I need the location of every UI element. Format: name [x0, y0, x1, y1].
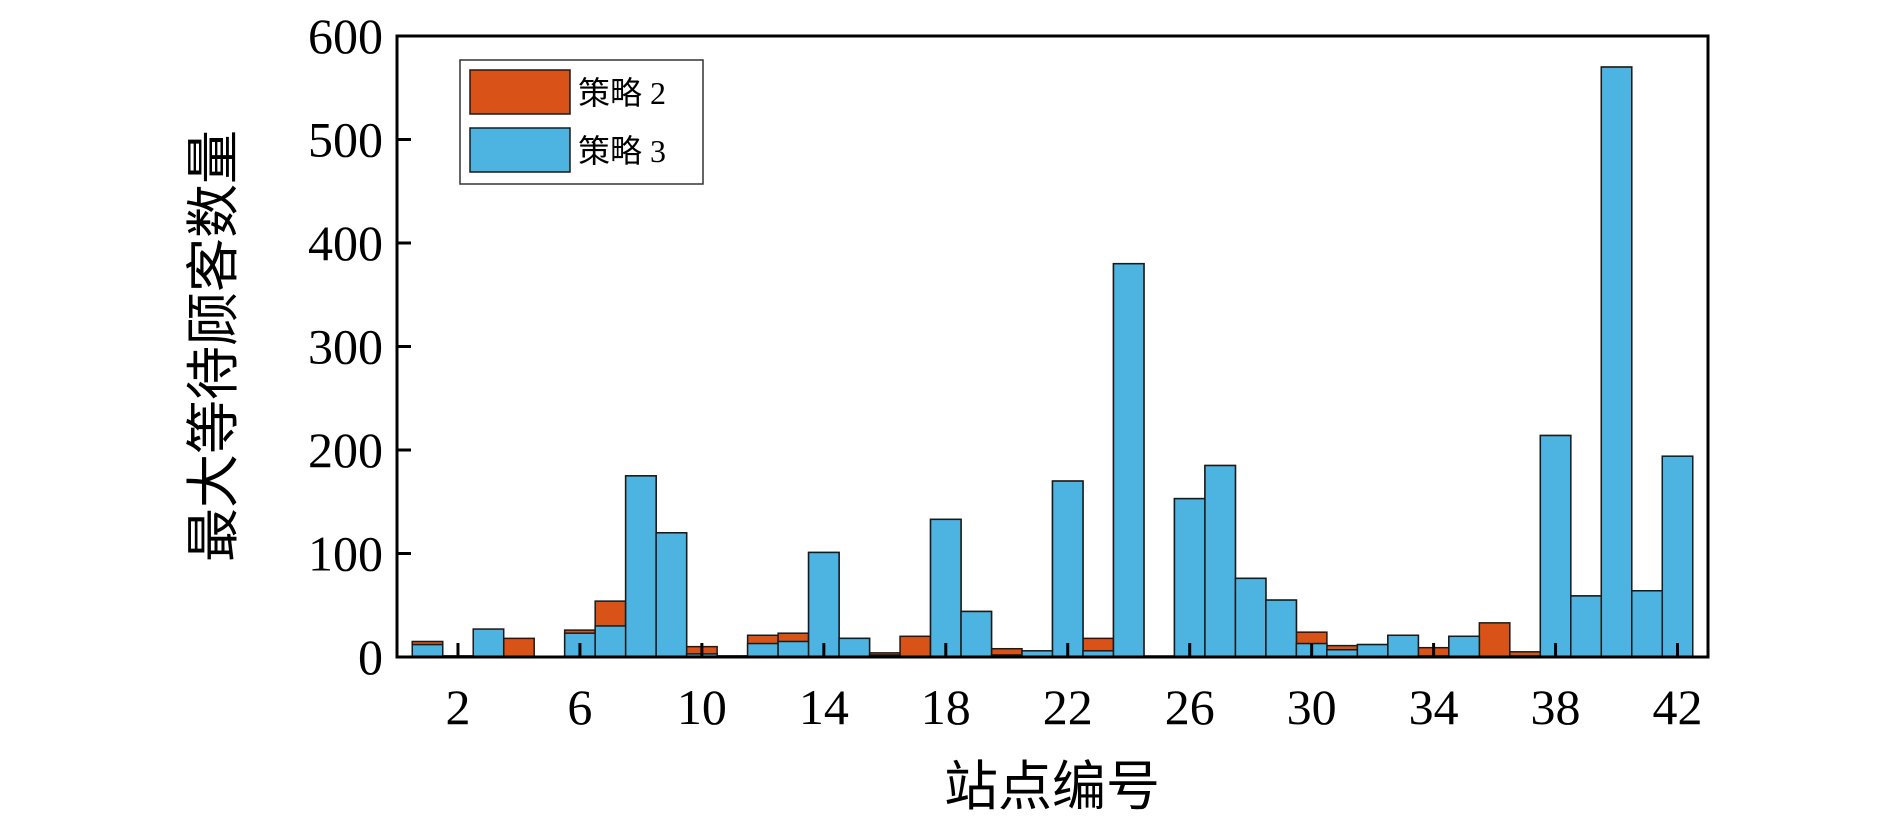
bars-layer: [411, 66, 1694, 658]
x-tick-label: 18: [921, 679, 971, 735]
bar-series3-station-27: [1204, 464, 1237, 658]
x-tick-label: 38: [1531, 679, 1581, 735]
x-tick-label: 30: [1287, 679, 1337, 735]
bar-series3-station-3: [472, 628, 505, 658]
bar-series3-station-42: [1661, 455, 1694, 658]
legend-label: 策略 3: [578, 133, 666, 169]
y-tick-label: 200: [308, 422, 383, 478]
x-tick-label: 34: [1409, 679, 1459, 735]
x-tick-label: 6: [567, 679, 592, 735]
y-tick-label: 300: [308, 319, 383, 375]
bar-series3-station-19: [960, 610, 993, 658]
x-tick-label: 42: [1653, 679, 1703, 735]
bar-series3-station-38: [1539, 434, 1572, 658]
y-tick-label: 0: [358, 629, 383, 685]
legend-swatch: [469, 69, 571, 115]
x-tick-label: 2: [445, 679, 470, 735]
bar-series3-station-1: [411, 643, 444, 658]
x-axis-label: 站点编号: [944, 757, 1160, 817]
bar-series3-station-18: [929, 518, 962, 658]
bar-series3-station-32: [1356, 643, 1389, 658]
x-tick-label: 10: [677, 679, 727, 735]
bar-series2-station-4: [502, 637, 535, 658]
bar-series3-station-22: [1051, 480, 1084, 658]
bar-series3-station-41: [1631, 590, 1664, 658]
bar-series3-station-14: [807, 551, 840, 658]
legend-swatch: [469, 127, 571, 173]
y-axis-label: 最大等待顾客数量: [184, 130, 244, 562]
bar-series2-station-17: [899, 635, 932, 658]
bar-series3-station-35: [1448, 635, 1481, 658]
x-tick-label: 22: [1043, 679, 1093, 735]
x-tick-label: 14: [799, 679, 849, 735]
legend: 策略 2 策略 3: [459, 59, 704, 185]
y-tick-label: 100: [308, 526, 383, 582]
bar-series2-station-36: [1478, 622, 1511, 658]
bar-series3-station-15: [838, 637, 871, 658]
bar-series3-station-28: [1234, 577, 1267, 658]
bar-series3-station-13: [777, 640, 810, 658]
bar-series3-station-9: [655, 532, 688, 658]
bar-series3-station-8: [624, 475, 657, 658]
y-tick-label: 500: [308, 112, 383, 168]
y-tick-label: 400: [308, 215, 383, 271]
bar-series3-station-24: [1112, 262, 1145, 658]
bar-series3-station-40: [1600, 66, 1633, 658]
bar-series3-station-7: [594, 625, 627, 658]
y-tick-label: 600: [308, 8, 383, 64]
bar-series3-station-26: [1173, 497, 1206, 658]
legend-label: 策略 2: [578, 75, 666, 111]
bar-series3-station-33: [1387, 634, 1420, 658]
bar-series3-station-39: [1570, 595, 1603, 658]
x-tick-label: 26: [1165, 679, 1215, 735]
bar-series3-station-29: [1265, 599, 1298, 658]
bar-series3-station-12: [746, 642, 779, 658]
